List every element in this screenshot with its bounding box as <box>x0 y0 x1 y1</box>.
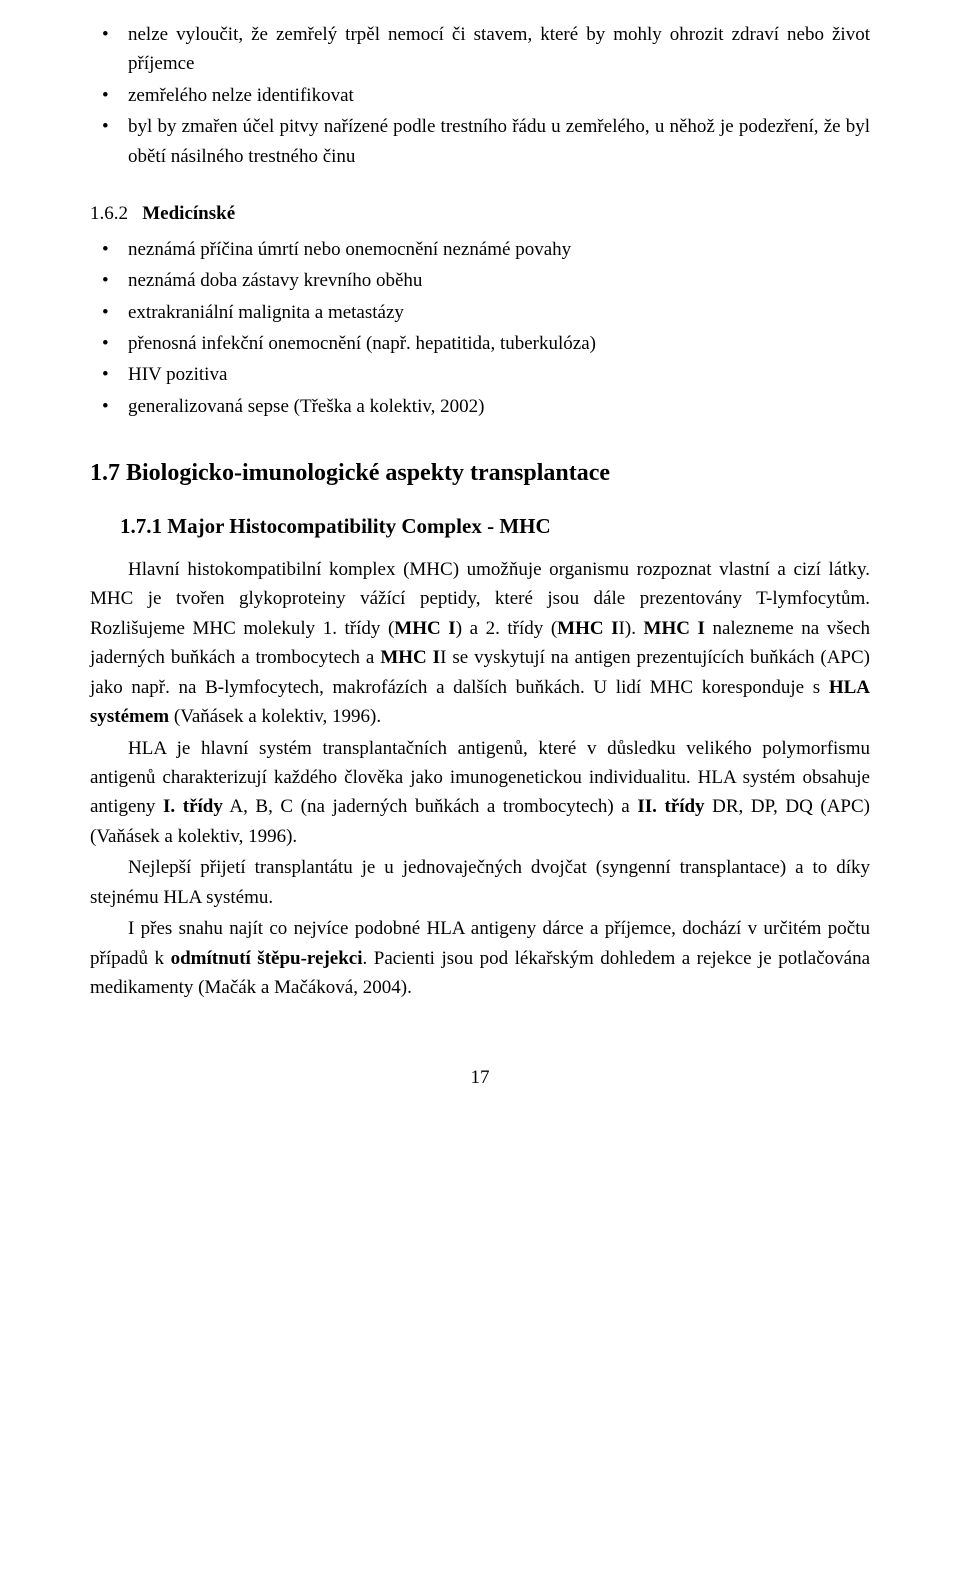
list-item: generalizovaná sepse (Třeška a kolektiv,… <box>90 392 870 421</box>
section-1-7-heading: 1.7 Biologicko-imunologické aspekty tran… <box>90 455 870 492</box>
bold-text: MHC I <box>644 618 705 639</box>
bold-text: HLA systémem <box>90 677 870 727</box>
list-item: zemřelého nelze identifikovat <box>90 81 870 110</box>
list-item: neznámá příčina úmrtí nebo onemocnění ne… <box>90 235 870 264</box>
bold-text: odmítnutí štěpu-rejekci <box>171 948 363 969</box>
paragraph-1: Hlavní histokompatibilní komplex (MHC) u… <box>90 555 870 732</box>
list-item: nelze vyloučit, že zemřelý trpěl nemocí … <box>90 20 870 79</box>
bold-text: MHC I <box>557 618 618 639</box>
document-page: nelze vyloučit, že zemřelý trpěl nemocí … <box>0 0 960 1132</box>
bold-text: MHC I <box>380 647 440 668</box>
bullets-top: nelze vyloučit, že zemřelý trpěl nemocí … <box>90 20 870 171</box>
list-item: přenosná infekční onemocnění (např. hepa… <box>90 329 870 358</box>
bold-text: II. třídy <box>637 796 704 817</box>
paragraph-3: Nejlepší přijetí transplantátu je u jedn… <box>90 853 870 912</box>
bullets-1-6-2: neznámá příčina úmrtí nebo onemocnění ne… <box>90 235 870 422</box>
page-number: 17 <box>90 1063 870 1092</box>
list-item: byl by zmařen účel pitvy nařízené podle … <box>90 112 870 171</box>
list-item: extrakraniální malignita a metastázy <box>90 298 870 327</box>
bold-text: I. třídy <box>163 796 223 817</box>
subheading-1-6-2: 1.6.2 Medicínské <box>90 199 870 228</box>
subheading-num: 1.6.2 <box>90 203 128 224</box>
list-item: HIV pozitiva <box>90 360 870 389</box>
paragraph-4: I přes snahu najít co nejvíce podobné HL… <box>90 914 870 1002</box>
subsection-1-7-1-heading: 1.7.1 Major Histocompatibility Complex -… <box>120 510 870 543</box>
paragraph-2: HLA je hlavní systém transplantačních an… <box>90 734 870 852</box>
list-item: neznámá doba zástavy krevního oběhu <box>90 266 870 295</box>
bold-text: MHC I <box>394 618 455 639</box>
subheading-label: Medicínské <box>142 203 235 224</box>
